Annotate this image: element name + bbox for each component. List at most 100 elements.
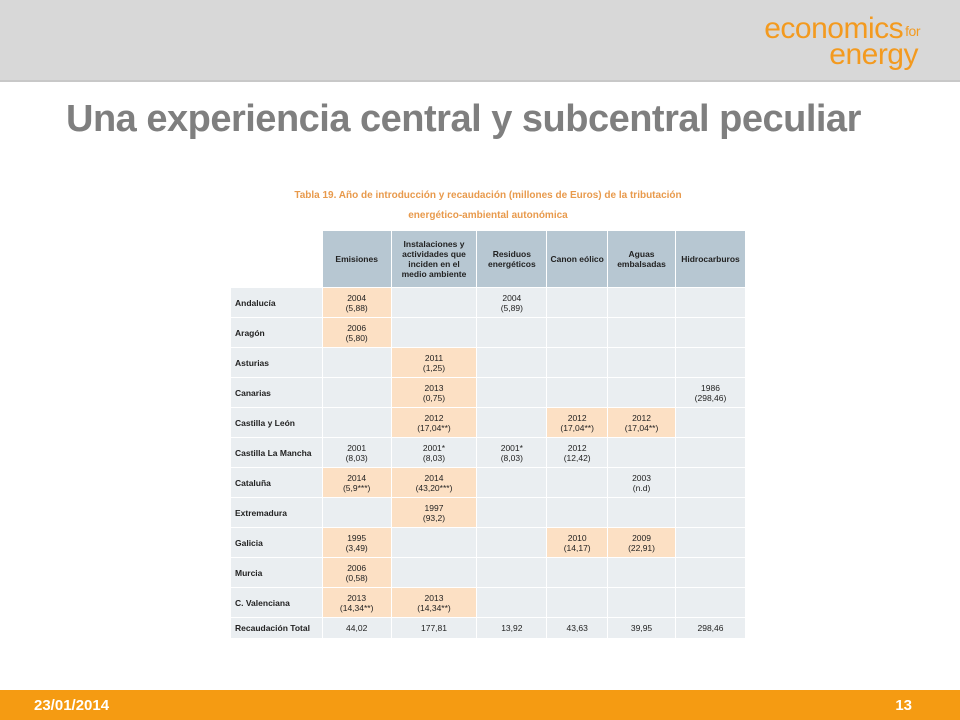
table-cell: 1995 (3,49) xyxy=(321,527,392,558)
table-cell xyxy=(607,437,676,468)
table-cell xyxy=(390,317,478,348)
region-label: Castilla y León xyxy=(230,407,323,438)
header-corner xyxy=(230,230,323,288)
table-cell: 2001* (8,03) xyxy=(476,437,548,468)
table-cell xyxy=(674,437,747,468)
table-row: Castilla y León 2012 (17,04**) 2012 (17,04… xyxy=(230,407,747,438)
table-row: Canarias 2013 (0,75) 1986 (298,46) xyxy=(230,377,747,408)
table-cell xyxy=(674,467,747,498)
table-body: Andalucía 2004 (5,88) 2004 (5,89) Aragón 200… xyxy=(230,287,747,639)
region-label: Cataluña xyxy=(230,467,323,498)
table-cell xyxy=(674,527,747,558)
table-cell xyxy=(546,347,609,378)
table-cell xyxy=(476,557,548,588)
region-label: Extremadura xyxy=(230,497,323,528)
table-cell: 2011 (1,25) xyxy=(390,347,478,378)
table-row: Castilla La Mancha 2001 (8,03) 2001* (8,03… xyxy=(230,437,747,468)
header-hidrocarburos: Hidrocarburos xyxy=(674,230,747,288)
tax-table-container: Tabla 19. Año de introducción y recaudac… xyxy=(230,186,747,639)
header-instalaciones: Instalaciones y actividades que inciden … xyxy=(390,230,478,288)
total-cell: 13,92 xyxy=(476,617,548,639)
table-cell xyxy=(674,557,747,588)
table-row: Extremadura 1997 (93,2) xyxy=(230,497,747,528)
table-cell: 2004 (5,89) xyxy=(476,287,548,318)
table-cell: 2012 (17,04**) xyxy=(607,407,676,438)
table-header-row: Emisiones Instalaciones y actividades qu… xyxy=(230,230,747,288)
table-row: Andalucía 2004 (5,88) 2004 (5,89) xyxy=(230,287,747,318)
table-cell xyxy=(546,377,609,408)
table-cell xyxy=(674,317,747,348)
table-cell xyxy=(390,527,478,558)
table-cell xyxy=(476,587,548,618)
table-cell xyxy=(607,287,676,318)
table-row: Aragón 2006 (5,80) xyxy=(230,317,747,348)
region-label: Andalucía xyxy=(230,287,323,318)
slide-title: Una experiencia central y subcentral pec… xyxy=(66,98,861,140)
region-label: Castilla La Mancha xyxy=(230,437,323,468)
table-cell xyxy=(607,497,676,528)
table-cell xyxy=(546,467,609,498)
table-cell xyxy=(390,287,478,318)
table-cell: 1997 (93,2) xyxy=(390,497,478,528)
table-cell xyxy=(476,407,548,438)
table-cell: 2009 (22,91) xyxy=(607,527,676,558)
table-cell xyxy=(476,467,548,498)
table-cell: 2014 (43,20***) xyxy=(390,467,478,498)
region-label: Canarias xyxy=(230,377,323,408)
table-cell xyxy=(607,587,676,618)
table-cell: 2013 (0,75) xyxy=(390,377,478,408)
header-residuos: Residuos energéticos xyxy=(476,230,548,288)
table-cell xyxy=(674,287,747,318)
table-caption: Tabla 19. Año de introducción y recaudac… xyxy=(294,190,682,221)
total-label: Recaudación Total xyxy=(230,617,323,639)
table-cell: 2003 (n.d) xyxy=(607,467,676,498)
table-cell xyxy=(546,557,609,588)
table-cell: 2006 (0,58) xyxy=(321,557,392,588)
table-cell xyxy=(607,557,676,588)
region-label: Aragón xyxy=(230,317,323,348)
table-cell: 2006 (5,80) xyxy=(321,317,392,348)
table-cell: 2012 (12,42) xyxy=(546,437,609,468)
table-cell: 2012 (17,04**) xyxy=(546,407,609,438)
footer-bar: 23/01/2014 13 xyxy=(0,690,960,720)
table-cell xyxy=(674,407,747,438)
table-cell xyxy=(321,377,392,408)
table-cell xyxy=(321,497,392,528)
table-cell xyxy=(546,287,609,318)
table-cell xyxy=(476,317,548,348)
table-cell xyxy=(674,497,747,528)
table-cell xyxy=(546,497,609,528)
table-cell: 2012 (17,04**) xyxy=(390,407,478,438)
total-cell: 44,02 xyxy=(321,617,392,639)
table-cell xyxy=(476,347,548,378)
footer-date: 23/01/2014 xyxy=(34,697,110,714)
table-cell: 2014 (5,9***) xyxy=(321,467,392,498)
total-cell: 43,63 xyxy=(546,617,609,639)
header-emisiones: Emisiones xyxy=(321,230,392,288)
region-label: C. Valenciana xyxy=(230,587,323,618)
table-row: Murcia 2006 (0,58) xyxy=(230,557,747,588)
table-cell: 2013 (14,34**) xyxy=(321,587,392,618)
table-cell xyxy=(390,557,478,588)
table-cell xyxy=(546,317,609,348)
header-bar: economics for energy xyxy=(0,0,960,82)
header-aguas: Aguas embalsadas xyxy=(607,230,676,288)
total-row: Recaudación Total 44,02 177,81 13,92 43,63 39… xyxy=(230,617,747,639)
table-cell: 1986 (298,46) xyxy=(674,377,747,408)
tax-table: Emisiones Instalaciones y actividades qu… xyxy=(230,230,747,639)
region-label: Galicia xyxy=(230,527,323,558)
table-cell xyxy=(674,587,747,618)
region-label: Murcia xyxy=(230,557,323,588)
table-cell: 2001* (8,03) xyxy=(390,437,478,468)
table-cell xyxy=(321,407,392,438)
table-row: Asturias 2011 (1,25) xyxy=(230,347,747,378)
table-cell: 2001 (8,03) xyxy=(321,437,392,468)
table-cell xyxy=(607,347,676,378)
table-cell xyxy=(476,377,548,408)
table-cell xyxy=(674,347,747,378)
table-row: Cataluña 2014 (5,9***) 2014 (43,20***) 2003… xyxy=(230,467,747,498)
total-cell: 39,95 xyxy=(607,617,676,639)
total-cell: 298,46 xyxy=(674,617,747,639)
table-cell: 2013 (14,34**) xyxy=(390,587,478,618)
table-cell xyxy=(607,377,676,408)
